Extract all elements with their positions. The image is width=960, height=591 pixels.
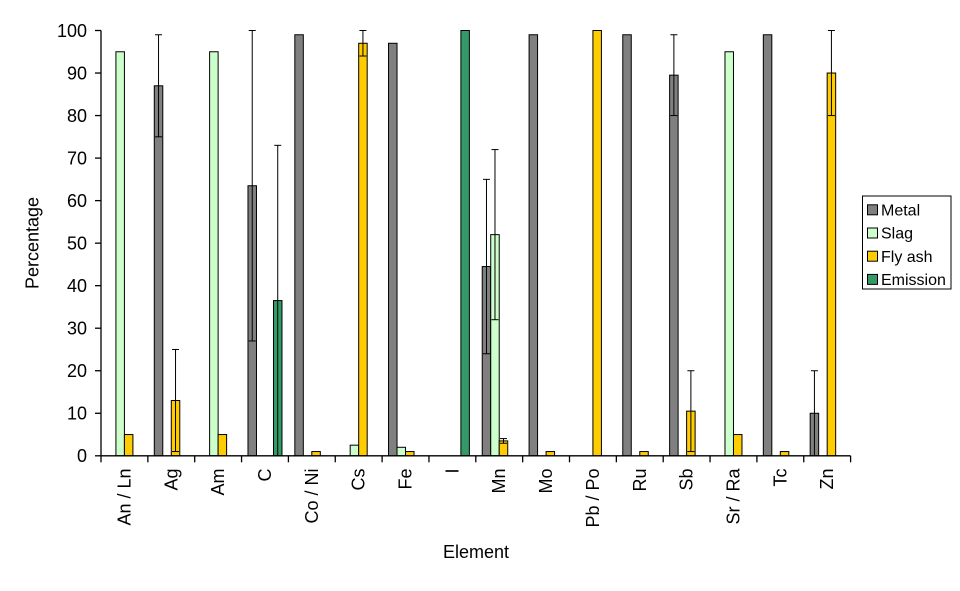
svg-text:Metal: Metal <box>881 202 920 219</box>
svg-text:Am: Am <box>208 469 228 496</box>
svg-text:Ru: Ru <box>630 469 650 492</box>
svg-text:Sb: Sb <box>677 469 697 491</box>
svg-text:Mo: Mo <box>536 469 556 494</box>
svg-text:40: 40 <box>67 276 87 296</box>
svg-text:Cs: Cs <box>349 469 369 491</box>
svg-text:Emission: Emission <box>881 272 946 289</box>
svg-text:Co / Ni: Co / Ni <box>302 469 322 524</box>
svg-text:Percentage: Percentage <box>23 197 43 289</box>
svg-text:Slag: Slag <box>881 226 913 243</box>
svg-text:Fly ash: Fly ash <box>881 249 933 266</box>
svg-text:80: 80 <box>67 106 87 126</box>
svg-text:C: C <box>255 469 275 482</box>
svg-text:30: 30 <box>67 319 87 339</box>
svg-text:20: 20 <box>67 361 87 381</box>
svg-text:I: I <box>442 469 462 474</box>
svg-text:100: 100 <box>57 21 87 41</box>
svg-text:Zn: Zn <box>817 469 837 490</box>
svg-text:An / Ln: An / Ln <box>114 469 134 526</box>
svg-text:Mn: Mn <box>489 469 509 494</box>
svg-text:Fe: Fe <box>396 469 416 490</box>
svg-text:0: 0 <box>77 446 87 466</box>
svg-text:Sr / Ra: Sr / Ra <box>723 468 743 525</box>
svg-text:Pb / Po: Pb / Po <box>583 469 603 528</box>
svg-text:50: 50 <box>67 233 87 253</box>
svg-text:60: 60 <box>67 191 87 211</box>
svg-text:90: 90 <box>67 63 87 83</box>
svg-text:70: 70 <box>67 148 87 168</box>
svg-text:Ag: Ag <box>161 469 181 491</box>
svg-text:Element: Element <box>443 542 509 562</box>
svg-text:Tc: Tc <box>770 469 790 487</box>
svg-text:10: 10 <box>67 404 87 424</box>
